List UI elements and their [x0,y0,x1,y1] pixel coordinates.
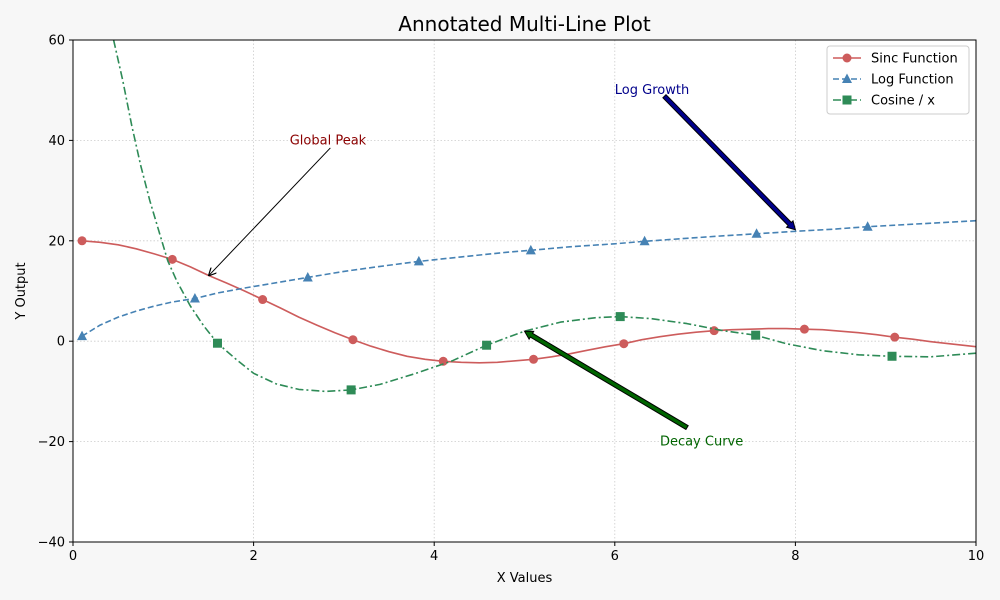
legend-marker-log-function [842,73,852,83]
data-point-log-function [639,235,650,246]
legend-label-cosine-x: Cosine / x [871,94,935,109]
data-point-cosine-x [212,338,222,348]
data-point-sinc-function [799,324,809,334]
data-point-sinc-function [890,332,900,342]
y-axis-label: Y Output [14,262,29,320]
data-point-sinc-function [348,335,358,345]
legend-marker-sinc-function [842,53,852,63]
y-tick-label: 60 [48,34,65,49]
data-point-log-function [413,255,424,266]
data-point-cosine-x [887,351,897,361]
legend-label-sinc-function: Sinc Function [871,52,958,67]
annotation-global-peak: Global Peak [290,133,367,148]
data-point-sinc-function [258,295,268,305]
x-tick-label: 0 [69,549,77,564]
annotation-arrow-decay-curve [523,330,689,431]
x-tick-label: 4 [430,549,438,564]
data-point-cosine-x [751,330,761,340]
x-tick-label: 6 [611,549,619,564]
data-point-sinc-function [529,354,539,364]
data-point-log-function [189,293,200,303]
data-point-log-function [77,330,88,341]
data-point-cosine-x [615,312,625,322]
plot-frame [72,39,977,543]
annotation-arrow-global-peak [208,147,331,276]
y-tick-label: 0 [57,335,65,350]
data-point-cosine-x [482,340,492,350]
legend-marker-cosine-x [842,95,852,105]
data-point-sinc-function [619,339,629,349]
y-tick-label: 20 [48,234,65,249]
x-tick-label: 10 [968,549,985,564]
plot-area [73,40,976,542]
chart-title: Annotated Multi-Line Plot [398,12,651,36]
ticks: 0 2 4 6 8 10 −40 −20 0 20 40 60 [38,34,985,565]
y-tick-label: −20 [38,435,65,450]
annotation-decay-curve: Decay Curve [660,435,743,450]
data-point-sinc-function [167,254,177,264]
y-tick-label: 40 [48,134,65,149]
annotation-arrow-log-growth [662,93,797,231]
data-point-sinc-function [438,356,448,366]
annotation-log-growth: Log Growth [615,83,689,98]
legend-box [826,45,970,115]
series-layer [77,40,976,395]
series-line-log-function [81,219,976,337]
data-point-sinc-function [709,326,719,336]
x-tick-label: 8 [791,549,799,564]
x-axis-label: X Values [497,571,553,586]
data-point-sinc-function [77,236,87,246]
data-point-log-function [302,271,313,282]
data-point-cosine-x [346,385,356,395]
y-tick-label: −40 [38,536,65,551]
data-point-log-function [751,228,762,238]
x-tick-label: 2 [249,549,257,564]
series-line-cosine-x [112,40,976,393]
data-point-log-function [525,244,536,255]
legend: Sinc Function Log Function Cosine / x [826,45,970,115]
legend-label-log-function: Log Function [871,73,954,88]
data-point-log-function [862,221,873,231]
annotations: Global Peak Log Growth Decay Curve [208,83,797,450]
